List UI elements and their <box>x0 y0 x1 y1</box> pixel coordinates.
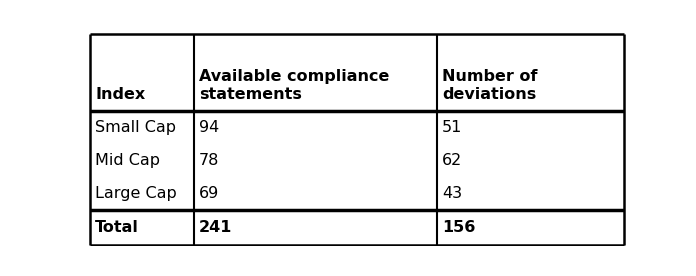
Text: Large Cap: Large Cap <box>95 186 177 201</box>
Text: 62: 62 <box>442 153 462 168</box>
Text: Mid Cap: Mid Cap <box>95 153 160 168</box>
Text: 78: 78 <box>199 153 220 168</box>
Text: 156: 156 <box>442 220 475 235</box>
Text: Small Cap: Small Cap <box>95 120 176 135</box>
Text: Number of
deviations: Number of deviations <box>442 70 538 102</box>
Text: Total: Total <box>95 220 139 235</box>
Text: 69: 69 <box>199 186 219 201</box>
Text: 51: 51 <box>442 120 463 135</box>
Text: Index: Index <box>95 87 145 102</box>
Text: 94: 94 <box>199 120 219 135</box>
Text: 43: 43 <box>442 186 462 201</box>
Text: 241: 241 <box>199 220 232 235</box>
Text: Available compliance
statements: Available compliance statements <box>199 70 390 102</box>
